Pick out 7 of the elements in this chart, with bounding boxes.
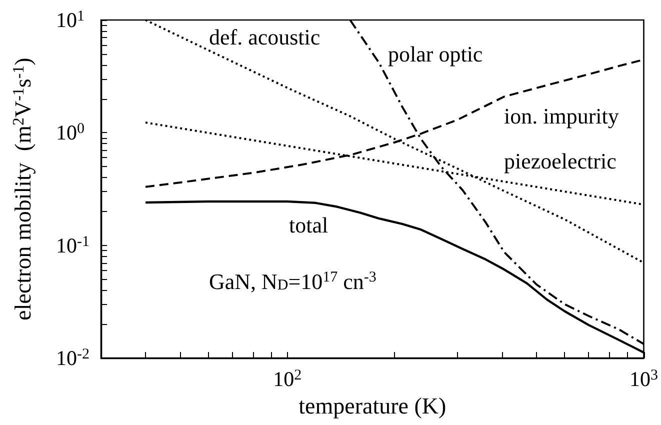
series-label: ion. impurity [504,104,619,128]
y-axis-title: electron mobility (m2V-1s-1) [10,58,36,320]
series-label: total [289,212,328,238]
series-label: polar optic [388,42,483,66]
series-label: piezoelectric [504,148,617,174]
series-label: def. acoustic [209,24,320,50]
x-axis-title: temperature (K) [298,393,446,418]
